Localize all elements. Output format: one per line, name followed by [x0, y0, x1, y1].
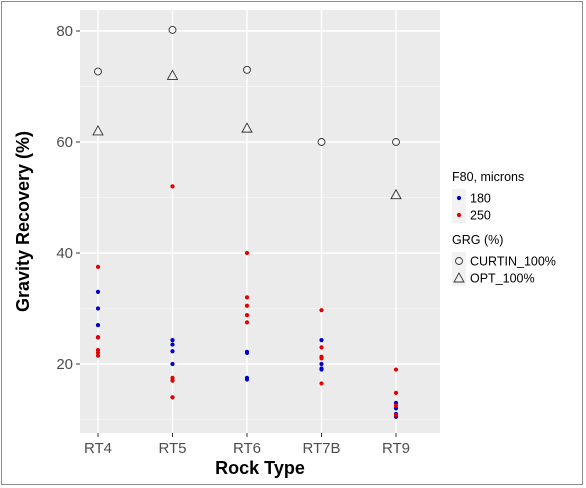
data-point-180: [170, 349, 175, 354]
data-point-250: [244, 250, 250, 256]
x-tick-label: RT9: [382, 440, 410, 457]
data-point-curtin: [392, 138, 400, 146]
data-point-180: [95, 306, 101, 311]
data-point-250: [319, 381, 324, 386]
data-point-opt: [166, 69, 179, 80]
y-tick-label: 20: [56, 356, 73, 373]
plot-panel: [80, 10, 440, 433]
data-point-250: [95, 335, 101, 340]
legend-label: CURTIN_100%: [470, 255, 556, 269]
data-point-opt: [390, 188, 402, 200]
data-point-180: [170, 361, 175, 367]
legend-key-bg: [452, 269, 466, 286]
data-point-250: [319, 308, 324, 313]
y-axis-title: Gravity Recovery (%): [13, 131, 33, 312]
data-point-250: [319, 356, 324, 361]
data-point-opt: [241, 122, 253, 133]
data-point-180: [170, 342, 175, 347]
data-point-250: [393, 403, 399, 408]
data-point-250: [244, 303, 250, 308]
y-tick-label: 40: [56, 245, 73, 262]
x-tick-label: RT7B: [302, 440, 340, 457]
data-point-250: [95, 353, 101, 358]
legend-title: GRG (%): [452, 233, 503, 247]
x-tick-label: RT6: [233, 440, 261, 457]
data-point-180: [95, 289, 101, 294]
data-point-250: [244, 313, 250, 318]
y-tick-label: 80: [56, 23, 73, 40]
data-point-250: [393, 412, 399, 418]
y-tick-label: 60: [56, 134, 73, 151]
x-tick-label: RT4: [84, 440, 112, 457]
x-axis-title: Rock Type: [215, 458, 305, 478]
data-point-250: [170, 184, 175, 189]
data-point-180: [244, 377, 250, 382]
data-point-250: [244, 295, 250, 300]
data-point-250: [319, 345, 324, 350]
legend-label: 180: [470, 192, 491, 206]
legend-key-bg: [452, 252, 466, 269]
legend-key-opt: [453, 272, 465, 283]
legend-label: 250: [470, 209, 491, 223]
x-tick-label: RT5: [158, 440, 186, 457]
legend-key-180: [456, 195, 462, 201]
legend-key-curtin: [455, 257, 463, 265]
data-point-180: [319, 361, 324, 367]
legend-key-250: [456, 212, 462, 218]
legend-title: F80, microns: [452, 170, 524, 184]
data-point-curtin: [243, 65, 251, 74]
data-point-180: [95, 323, 101, 328]
data-point-curtin: [317, 138, 326, 146]
data-point-250: [170, 395, 175, 400]
data-point-180: [319, 338, 324, 343]
data-point-180: [244, 350, 250, 355]
data-point-180: [319, 367, 324, 372]
data-point-180: [170, 338, 175, 343]
legend-label: OPT_100%: [470, 272, 535, 286]
data-point-250: [393, 390, 399, 395]
data-point-250: [393, 367, 399, 372]
data-point-250: [95, 264, 101, 269]
data-point-curtin: [168, 25, 177, 34]
data-point-250: [244, 320, 250, 325]
data-point-opt: [92, 124, 104, 136]
data-point-curtin: [94, 67, 102, 76]
data-point-250: [170, 378, 175, 383]
